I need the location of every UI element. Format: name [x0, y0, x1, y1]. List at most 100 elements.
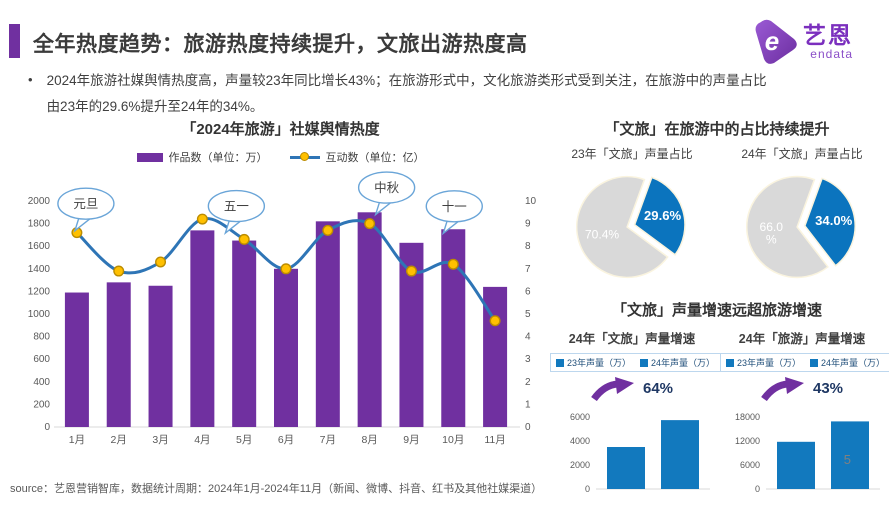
endata-logo-icon: e — [755, 19, 797, 64]
legend-item-works: 作品数（单位：万） — [136, 149, 268, 165]
legend-label-23: 23年声量（万） — [737, 358, 802, 368]
legend-swatch — [726, 358, 734, 367]
pies-row: 23年「文旅」声量占比 29.6% 70.4% 24年「文旅」声量占比 34.0%… — [550, 145, 884, 295]
bar-5月 — [232, 240, 257, 427]
y-tick-label: 2000 — [570, 460, 590, 470]
pie-slice-70.4% — [576, 175, 669, 279]
svg-text:e: e — [765, 26, 779, 56]
pie-label-66.0 %: 66.0% — [759, 220, 783, 247]
callout-bubble-中秋 — [357, 171, 416, 204]
pie-slice-34.0% — [803, 177, 856, 267]
right-axis-label: 7 — [525, 264, 531, 275]
legend-swatch — [640, 358, 649, 367]
growth-callout-lvyou: 43% — [720, 375, 884, 401]
growth-callout-wenlv: 64% — [550, 375, 714, 401]
line-point-10月 — [447, 258, 459, 270]
callout-bubble-五一 — [207, 189, 266, 223]
line-point-9月 — [405, 265, 417, 277]
x-axis-label: 9月 — [403, 434, 419, 446]
main-chart-panel: 「2024年旅游」社媒舆情热度 作品数（单位：万） 互动数（单位：亿） 0 200… — [8, 118, 553, 467]
title-accent-bar — [9, 24, 20, 58]
bar-1月 — [64, 292, 89, 427]
left-axis-label: 800 — [33, 332, 50, 343]
right-axis-label: 3 — [525, 354, 531, 365]
growth-pct-wenlv: 64% — [642, 379, 674, 397]
summary-bullet: • 2024年旅游社媒舆情热度高，声量较23年同比增长43%；在旅游形式中，文化… — [28, 68, 773, 119]
line-point-4月 — [196, 213, 208, 225]
pie-title-24: 24年「文旅」声量占比 — [741, 147, 863, 161]
growth-chart-lvyou: 0 6000 12000 18000 — [735, 412, 880, 494]
line-point-11月 — [489, 315, 501, 327]
bar-4月 — [190, 230, 215, 427]
y-tick-label: 6000 — [740, 460, 760, 470]
growth-chart-wenlv: 0 2000 4000 6000 — [570, 412, 710, 494]
line-point-3月 — [155, 256, 167, 268]
bar-6月 — [274, 268, 298, 427]
growth-title-wenlv: 24年「文旅」声量增速 — [568, 332, 696, 346]
pie-chart-24: 34.0% 66.0% — [746, 175, 856, 279]
right-axis-label: 9 — [525, 219, 531, 230]
y-tick-label: 12000 — [735, 436, 760, 446]
pie-title-23: 23年「文旅」声量占比 — [571, 147, 693, 161]
bar-series-swatch — [136, 152, 163, 162]
bar-2月 — [106, 282, 131, 427]
callout-label: 五一 — [224, 200, 249, 214]
pie-slice-66.0 % — [746, 175, 829, 279]
growth-arrow-icon — [591, 376, 634, 401]
source-note: source：艺恩营销智库，数据统计周期：2024年1月-2024年11月（新闻… — [10, 483, 543, 495]
line-point-8月 — [364, 218, 376, 230]
callout-label: 中秋 — [374, 180, 400, 195]
pie-figure-24: 24年「文旅」声量占比 34.0% 66.0% — [720, 145, 884, 295]
y-tick-label: 4000 — [570, 436, 590, 446]
left-axis-label: 0 — [44, 422, 50, 433]
growth-title-lvyou: 24年「旅游」声量增速 — [738, 332, 866, 346]
legend-item-23: 23年声量（万） — [556, 356, 631, 369]
growth-legend-wenlv: 23年声量（万） 24年声量（万） — [550, 353, 722, 372]
pie-label-34.0%: 34.0% — [815, 213, 852, 228]
y-tick-label: 0 — [755, 484, 760, 494]
x-axis-label: 7月 — [320, 434, 336, 446]
growth-section-title: 「文旅」声量增速远超旅游增速 — [611, 302, 822, 319]
main-chart-title: 「2024年旅游」社媒舆情热度 — [181, 121, 380, 138]
pie-label-29.6%: 29.6% — [644, 208, 681, 223]
callout-label: 元旦 — [73, 197, 98, 211]
growth-bar-23年声量（万） — [777, 441, 815, 489]
right-axis-label: 1 — [525, 399, 531, 410]
left-axis-label: 1800 — [28, 219, 51, 230]
x-axis-label: 4月 — [194, 434, 210, 446]
right-panel: 「文旅」在旅游中的占比持续提升 23年「文旅」声量占比 29.6% 70.4% 2… — [550, 118, 889, 506]
legend-swatch — [556, 358, 564, 367]
left-axis-label: 1600 — [28, 241, 51, 252]
right-axis-label: 6 — [525, 286, 531, 297]
page-title: 全年热度趋势：旅游热度持续提升，文旅出游热度高 — [33, 33, 528, 56]
legend-label-24: 24年声量（万） — [651, 358, 716, 368]
left-axis-label: 2000 — [28, 196, 51, 207]
right-axis-label: 2 — [525, 377, 531, 388]
legend-item-interactions: 互动数（单位：亿） — [289, 149, 425, 165]
growth-bar-23年声量（万） — [607, 447, 645, 489]
main-chart-legend: 作品数（单位：万） 互动数（单位：亿） — [8, 149, 553, 165]
page-number: 5 — [843, 452, 851, 467]
x-axis-label: 1月 — [69, 434, 85, 446]
line-point-6月 — [280, 263, 292, 275]
line-point-5月 — [238, 233, 250, 245]
legend-item-23: 23年声量（万） — [726, 356, 801, 369]
header: 全年热度趋势：旅游热度持续提升，文旅出游热度高 e 艺恩 endata — [0, 0, 889, 64]
bar-3月 — [148, 285, 173, 427]
endata-logo-text: 艺恩 endata — [803, 24, 853, 61]
left-axis-label: 1400 — [28, 264, 51, 275]
legend-label-24: 24年声量（万） — [821, 358, 886, 368]
growth-bar-24年声量（万） — [831, 421, 869, 489]
right-axis-label: 8 — [525, 241, 531, 252]
x-axis-label: 3月 — [152, 434, 168, 446]
pie-chart-23: 29.6% 70.4% — [576, 175, 686, 279]
right-axis-label: 0 — [525, 422, 531, 433]
logo-name-en: endata — [810, 47, 853, 61]
legend-item-24: 24年声量（万） — [810, 356, 885, 369]
left-axis-label: 1000 — [28, 309, 51, 320]
y-tick-label: 0 — [585, 484, 590, 494]
growth-figure-wenlv: 24年「文旅」声量增速 23年声量（万） 24年声量（万） 64% 0 2000 4… — [550, 328, 722, 506]
line-point-2月 — [113, 265, 125, 277]
bar-7月 — [315, 221, 340, 427]
x-axis-label: 11月 — [484, 434, 505, 446]
